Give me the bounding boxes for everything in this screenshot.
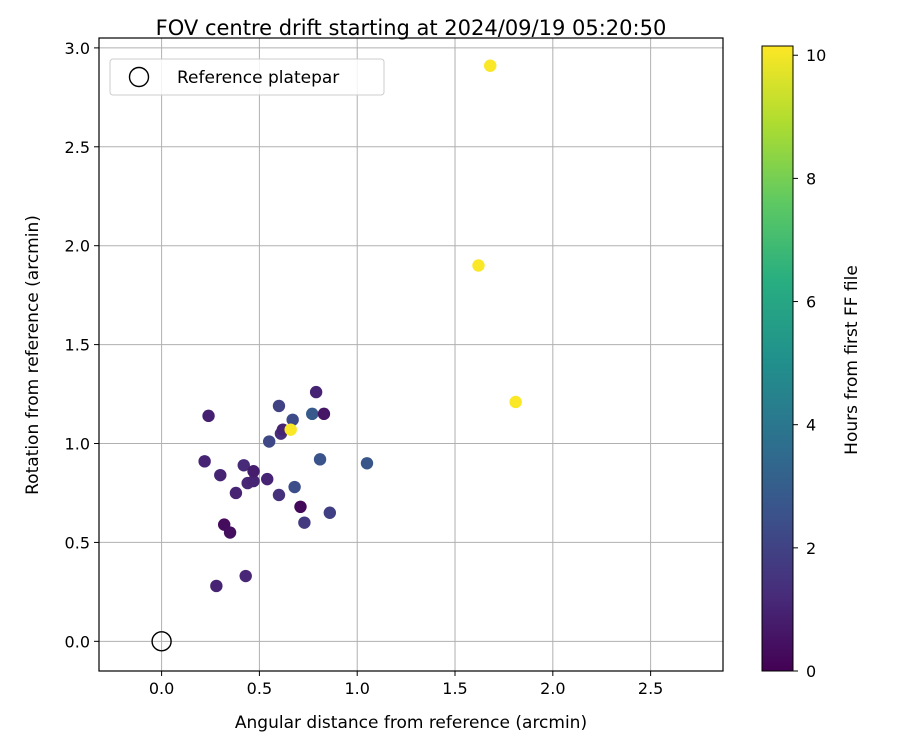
data-point [294,500,307,514]
x-tick-label: 1.0 [344,679,369,698]
data-point [284,423,297,436]
colorbar-tick-label: 6 [806,293,816,312]
grid [99,38,723,671]
data-point [309,385,323,399]
x-tick-label: 2.0 [540,679,565,698]
y-tick-label: 0.0 [65,632,90,651]
x-axis-ticks: 0.0 0.5 1.0 1.5 2.0 2.5 [149,671,663,698]
plot-frame [98,37,724,672]
colorbar-label: Hours from first FF file [842,265,862,455]
y-axis-label: Rotation from reference (arcmin) [23,215,43,495]
colorbar-tick-label: 2 [806,539,816,558]
data-point [247,474,260,488]
data-point [360,457,374,470]
data-point [472,259,485,272]
colorbar-gradient [761,45,794,672]
legend: Reference platepar [109,58,385,96]
x-tick-label: 0.5 [247,679,272,698]
x-tick-label: 1.5 [442,679,467,698]
colorbar-ticks: 0 2 4 6 8 10 [793,46,826,681]
legend-label: Reference platepar [177,68,339,88]
y-tick-label: 2.0 [65,237,90,256]
colorbar-tick-label: 10 [806,46,826,65]
data-point [239,569,252,583]
data-point [272,488,286,502]
data-point [288,480,301,494]
data-point [214,468,227,482]
colorbar-tick-label: 4 [806,416,816,435]
data-point [509,395,522,409]
data-point [323,506,337,519]
y-tick-label: 3.0 [65,39,90,58]
data-point [272,399,286,413]
chart-title: FOV centre drift starting at 2024/09/19 … [156,16,667,40]
data-point [237,459,250,472]
colorbar: 0 2 4 6 8 10 Hours from first FF file [761,45,862,681]
data-point [286,413,299,426]
data-point [262,435,276,448]
data-point [298,516,311,529]
legend-marker-open-circle [128,66,150,88]
y-axis-ticks: 0.0 0.5 1.0 1.5 2.0 2.5 3.0 [65,39,99,651]
data-point [484,59,497,72]
data-point [198,455,211,468]
y-tick-label: 2.5 [65,138,90,157]
data-point [313,453,327,466]
colorbar-tick-label: 0 [806,662,816,681]
data-point [223,526,237,539]
data-point [202,409,215,423]
data-point [317,407,331,421]
data-point [210,579,223,593]
scatter-points [198,59,522,593]
y-tick-label: 0.5 [65,533,90,552]
reference-marker-group [151,631,172,652]
y-tick-label: 1.0 [65,435,90,454]
data-point [229,486,243,500]
y-tick-label: 1.5 [65,336,90,355]
reference-platepar-marker [151,631,172,652]
legend-box [109,58,385,96]
data-point [247,465,260,478]
x-tick-label: 2.5 [638,679,663,698]
colorbar-tick-label: 8 [806,169,816,188]
x-axis-label: Angular distance from reference (arcmin) [235,713,587,733]
x-tick-label: 0.0 [149,679,174,698]
data-point [261,472,274,486]
data-point [306,407,319,421]
